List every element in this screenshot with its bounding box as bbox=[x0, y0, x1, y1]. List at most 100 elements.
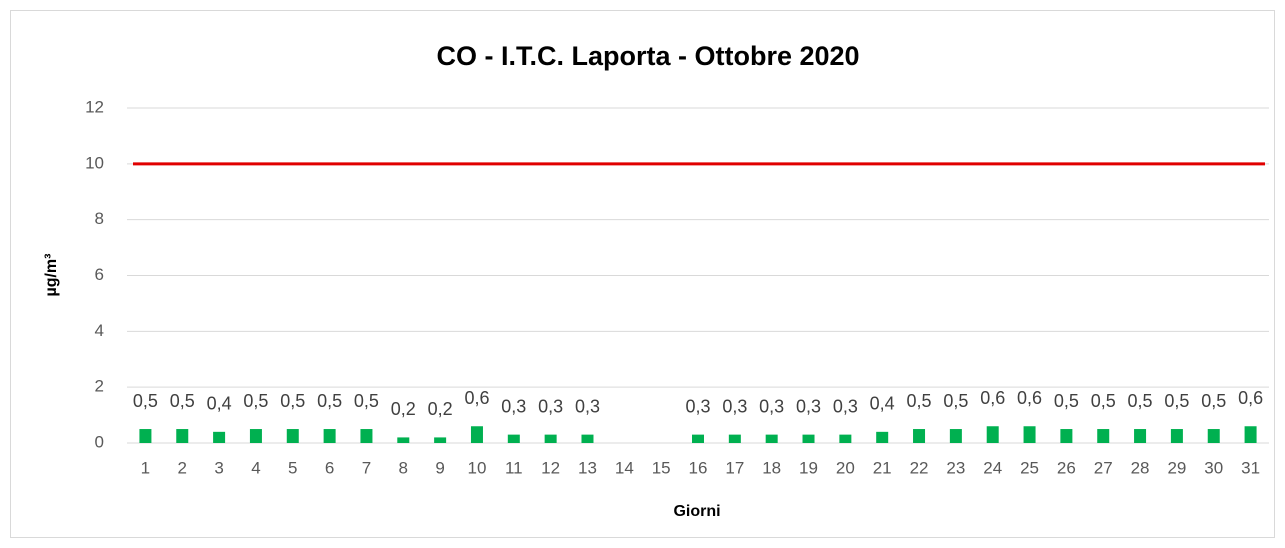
bar bbox=[1207, 429, 1220, 443]
y-tick-label: 2 bbox=[95, 377, 104, 396]
bar bbox=[249, 429, 262, 443]
bar bbox=[360, 429, 373, 443]
bar bbox=[1097, 429, 1110, 443]
value-label: 0,2 bbox=[428, 399, 453, 419]
x-tick-label: 13 bbox=[578, 458, 597, 477]
x-tick-label: 18 bbox=[762, 458, 781, 477]
value-label: 0,3 bbox=[538, 396, 563, 416]
x-tick-label: 2 bbox=[178, 458, 187, 477]
bar bbox=[397, 437, 410, 443]
bar bbox=[802, 434, 815, 443]
x-tick-label: 15 bbox=[652, 458, 671, 477]
bar bbox=[213, 431, 226, 443]
bar bbox=[728, 434, 741, 443]
bar bbox=[949, 429, 962, 443]
y-tick-label: 4 bbox=[95, 321, 104, 340]
bar bbox=[581, 434, 594, 443]
value-label: 0,3 bbox=[759, 396, 784, 416]
x-tick-label: 31 bbox=[1241, 458, 1260, 477]
y-tick-label: 12 bbox=[85, 97, 104, 116]
bar bbox=[692, 434, 704, 443]
value-label: 0,5 bbox=[1164, 391, 1189, 411]
value-label: 0,3 bbox=[833, 396, 858, 416]
value-label: 0,4 bbox=[870, 394, 895, 414]
bar bbox=[286, 429, 299, 443]
x-tick-label: 11 bbox=[505, 458, 523, 477]
x-axis-label: Giorni bbox=[673, 503, 720, 520]
value-label: 0,6 bbox=[1238, 388, 1263, 408]
bar bbox=[839, 434, 852, 443]
value-label: 0,3 bbox=[796, 396, 821, 416]
x-tick-label: 29 bbox=[1167, 458, 1186, 477]
value-label: 0,5 bbox=[1201, 391, 1226, 411]
bar bbox=[1170, 429, 1183, 443]
bar bbox=[323, 429, 336, 443]
bar bbox=[176, 429, 189, 443]
value-label: 0,5 bbox=[943, 391, 968, 411]
value-label: 0,5 bbox=[354, 391, 379, 411]
x-tick-label: 23 bbox=[946, 458, 965, 477]
x-tick-label: 21 bbox=[873, 458, 892, 477]
x-tick-label: 6 bbox=[325, 458, 334, 477]
bar bbox=[1244, 426, 1257, 443]
y-tick-label: 6 bbox=[95, 265, 104, 284]
bar bbox=[139, 429, 152, 443]
bar bbox=[1023, 426, 1036, 443]
x-tick-label: 10 bbox=[468, 458, 487, 477]
value-label: 0,5 bbox=[170, 391, 195, 411]
y-tick-label: 8 bbox=[95, 209, 104, 228]
bar bbox=[507, 434, 520, 443]
value-label: 0,6 bbox=[980, 388, 1005, 408]
value-label: 0,5 bbox=[1054, 391, 1079, 411]
x-tick-label: 8 bbox=[399, 458, 408, 477]
chart-frame bbox=[10, 10, 1275, 538]
x-tick-label: 1 bbox=[141, 458, 150, 477]
bar bbox=[913, 429, 926, 443]
x-tick-label: 12 bbox=[541, 458, 560, 477]
chart-title: CO - I.T.C. Laporta - Ottobre 2020 bbox=[436, 41, 859, 71]
x-tick-label: 24 bbox=[983, 458, 1002, 477]
bar bbox=[1134, 429, 1147, 443]
x-tick-label: 7 bbox=[362, 458, 371, 477]
x-tick-label: 4 bbox=[251, 458, 260, 477]
bar bbox=[765, 434, 778, 443]
value-label: 0,3 bbox=[685, 396, 710, 416]
x-tick-label: 19 bbox=[799, 458, 818, 477]
x-tick-label: 22 bbox=[910, 458, 929, 477]
value-label: 0,3 bbox=[575, 396, 600, 416]
x-tick-label: 27 bbox=[1094, 458, 1113, 477]
bar bbox=[986, 426, 999, 443]
x-tick-label: 25 bbox=[1020, 458, 1039, 477]
x-tick-label: 30 bbox=[1204, 458, 1223, 477]
y-tick-label: 0 bbox=[95, 432, 104, 451]
value-label: 0,6 bbox=[464, 388, 489, 408]
y-axis-label: µg/m³ bbox=[43, 254, 60, 297]
x-tick-label: 20 bbox=[836, 458, 855, 477]
x-tick-label: 28 bbox=[1131, 458, 1150, 477]
x-tick-label: 14 bbox=[615, 458, 634, 477]
value-label: 0,5 bbox=[907, 391, 932, 411]
x-tick-label: 26 bbox=[1057, 458, 1076, 477]
value-label: 0,5 bbox=[133, 391, 158, 411]
value-label: 0,2 bbox=[391, 399, 416, 419]
value-label: 0,3 bbox=[501, 396, 526, 416]
x-tick-label: 3 bbox=[214, 458, 223, 477]
bar bbox=[544, 434, 557, 443]
value-label: 0,5 bbox=[243, 391, 268, 411]
value-label: 0,6 bbox=[1017, 388, 1042, 408]
x-tick-label: 5 bbox=[288, 458, 297, 477]
x-tick-label: 17 bbox=[725, 458, 744, 477]
y-tick-label: 10 bbox=[85, 153, 104, 172]
value-label: 0,4 bbox=[207, 394, 232, 414]
bar bbox=[876, 431, 889, 443]
bar bbox=[1060, 429, 1073, 443]
value-label: 0,3 bbox=[722, 396, 747, 416]
x-tick-label: 9 bbox=[435, 458, 444, 477]
x-tick-label: 16 bbox=[689, 458, 708, 477]
bar bbox=[434, 437, 447, 443]
value-label: 0,5 bbox=[1091, 391, 1116, 411]
value-label: 0,5 bbox=[317, 391, 342, 411]
value-label: 0,5 bbox=[280, 391, 305, 411]
bar bbox=[470, 426, 483, 443]
